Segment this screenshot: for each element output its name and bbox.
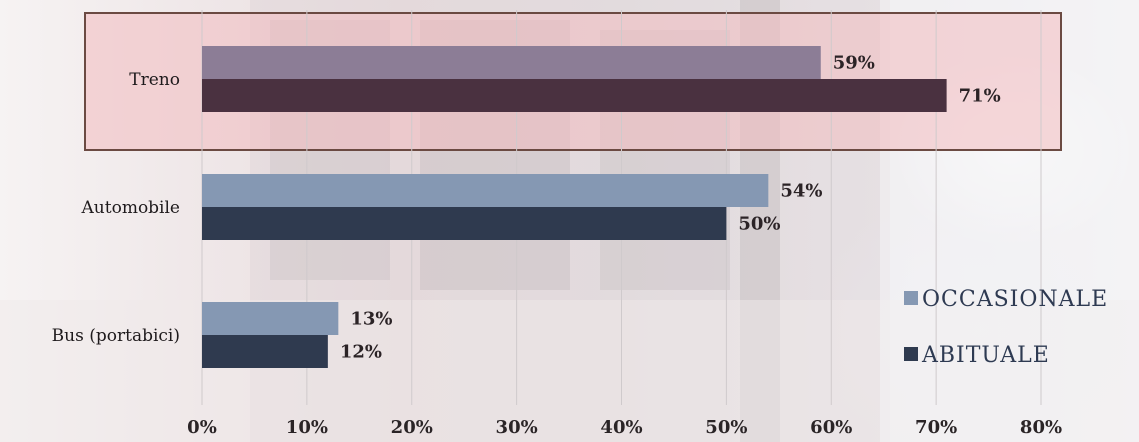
x-tick-label-50: 50% <box>705 417 747 438</box>
legend-label-occasionale: OCCASIONALE <box>922 287 1108 312</box>
legend-item-abituale: ABITUALE <box>904 343 1050 368</box>
bar-bus-portabici-abituale <box>202 335 328 368</box>
data-label-bus-portabici-occasionale: 13% <box>350 309 392 330</box>
data-label-treno-occasionale: 59% <box>833 53 875 74</box>
bar-treno-abituale <box>202 79 947 112</box>
x-tick-label-40: 40% <box>600 417 642 438</box>
legend-label-abituale: ABITUALE <box>921 343 1050 368</box>
legend: OCCASIONALE ABITUALE <box>904 287 1108 368</box>
bar-treno-occasionale <box>202 46 821 79</box>
x-tick-label-10: 10% <box>286 417 328 438</box>
data-label-bus-portabici-abituale: 12% <box>340 342 382 363</box>
category-label-bus-portabici: Bus (portabici) <box>52 326 180 346</box>
x-axis-ticks: 0% 10% 20% 30% 40% 50% 60% 70% 80% <box>187 417 1062 438</box>
x-tick-label-20: 20% <box>391 417 433 438</box>
data-label-treno-abituale: 71% <box>959 86 1001 107</box>
bar-automobile-occasionale <box>202 174 769 207</box>
data-label-automobile-abituale: 50% <box>738 214 780 235</box>
x-tick-label-60: 60% <box>810 417 852 438</box>
x-tick-label-70: 70% <box>915 417 957 438</box>
legend-swatch-abituale <box>904 347 918 361</box>
data-labels: 59% 71% 54%50% 13% 12% <box>340 53 1001 363</box>
category-label-automobile: Automobile <box>81 198 180 218</box>
x-tick-label-30: 30% <box>496 417 538 438</box>
x-tick-label-80: 80% <box>1020 417 1062 438</box>
legend-item-occasionale: OCCASIONALE <box>904 287 1108 312</box>
bar-automobile-abituale <box>202 207 727 240</box>
legend-swatch-occasionale <box>904 291 918 305</box>
category-label-treno: Treno <box>129 70 180 90</box>
bars <box>202 46 947 368</box>
data-label-automobile-occasionale: 54% <box>780 181 822 202</box>
bar-bus-portabici-occasionale <box>202 302 339 335</box>
x-tick-label-0: 0% <box>187 417 217 438</box>
category-labels: Treno Automobile Bus (portabici) <box>52 70 180 346</box>
